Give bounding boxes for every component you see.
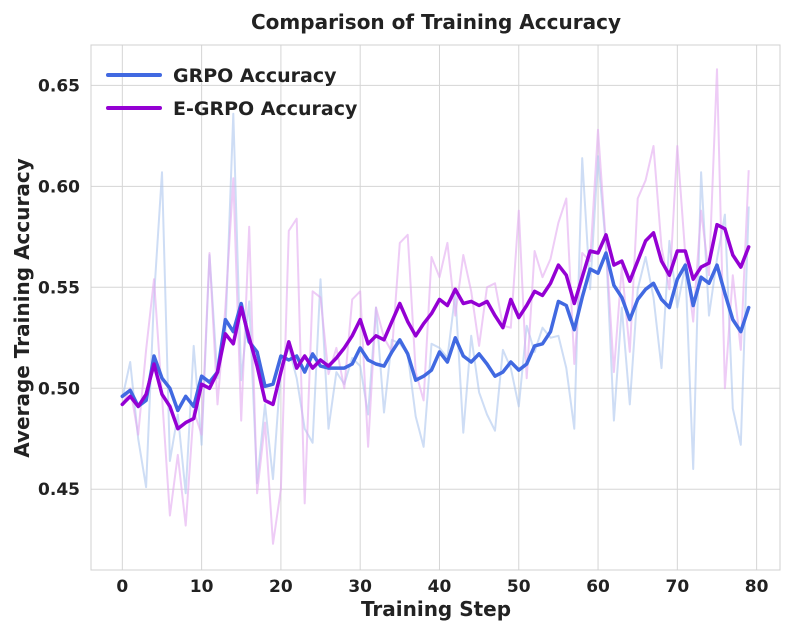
x-tick-label: 0 (116, 577, 128, 597)
smoothed-series-line-0 (120, 251, 751, 413)
x-tick-label: 80 (745, 577, 769, 597)
x-axis-label: Training Step (361, 597, 511, 621)
y-tick-label: 0.55 (38, 278, 80, 298)
legend-label: E-GRPO Accuracy (173, 98, 358, 120)
y-tick-label: 0.65 (38, 76, 80, 96)
y-axis-ticks: 0.45 0.50 0.55 0.60 0.65 (38, 76, 80, 500)
plot-area (90, 44, 781, 571)
x-tick-label: 70 (665, 577, 689, 597)
smoothed-series-layer (120, 222, 751, 431)
x-tick-label: 30 (348, 577, 372, 597)
y-axis-label: Average Training Accuracy (10, 158, 34, 458)
smoothed-series-line-1 (120, 222, 751, 431)
chart-title: Comparison of Training Accuracy (251, 10, 621, 34)
legend: GRPO Accuracy E-GRPO Accuracy (106, 65, 358, 120)
raw-series-layer (121, 68, 750, 545)
legend-label: GRPO Accuracy (173, 65, 337, 87)
x-tick-label: 20 (269, 577, 293, 597)
x-tick-label: 50 (507, 577, 531, 597)
x-tick-label: 60 (586, 577, 610, 597)
x-tick-label: 10 (190, 577, 214, 597)
plot-frame (90, 44, 781, 571)
y-tick-label: 0.50 (38, 379, 80, 399)
y-tick-label: 0.60 (38, 177, 80, 197)
x-tick-label: 40 (428, 577, 452, 597)
y-tick-label: 0.45 (38, 480, 80, 500)
grid (91, 45, 780, 570)
raw-series-line-1 (121, 68, 750, 545)
x-axis-ticks: 0 10 20 30 40 50 60 70 80 (116, 577, 768, 597)
